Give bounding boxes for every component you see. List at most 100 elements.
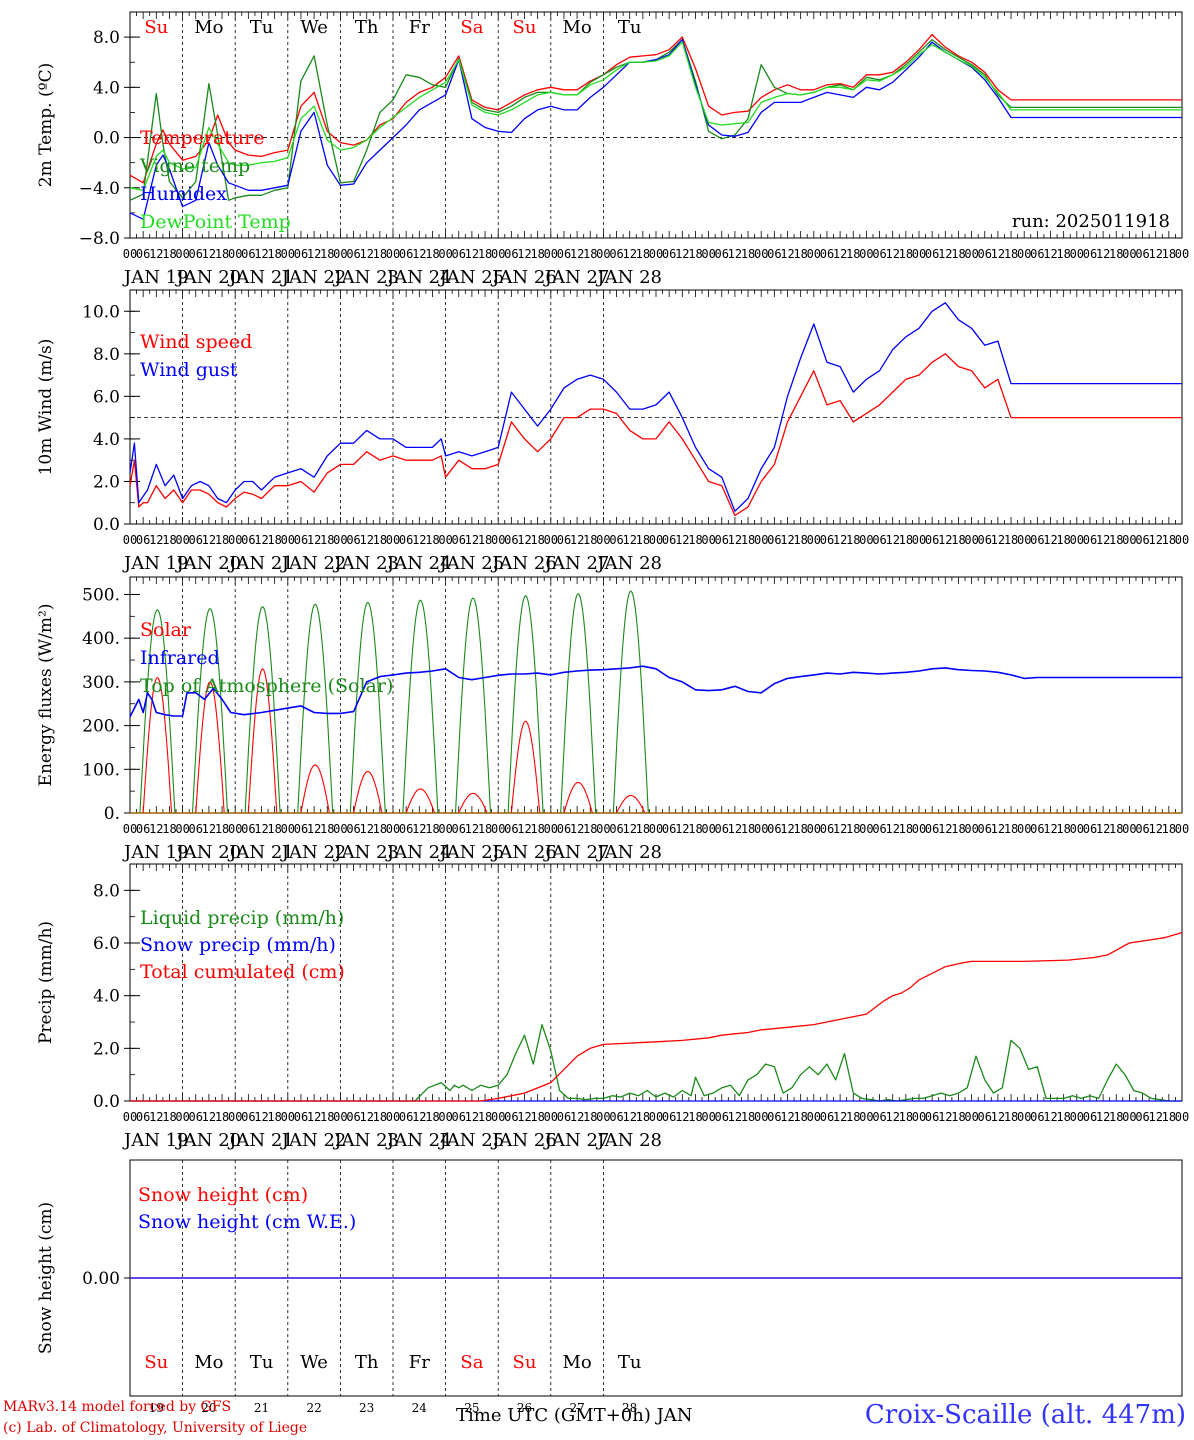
hour-label: 06 — [609, 533, 623, 547]
hour-label: 12 — [1148, 533, 1162, 547]
hour-label: 12 — [202, 1110, 216, 1124]
lab-credit: (c) Lab. of Climatology, University of L… — [3, 1420, 308, 1436]
date-label: JAN 21 — [227, 553, 294, 574]
hour-label: 00 — [333, 533, 347, 547]
hour-label: 06 — [767, 1110, 781, 1124]
date-label: JAN 27 — [543, 842, 610, 863]
hour-label: 06 — [1083, 822, 1097, 836]
hour-label: 06 — [715, 822, 729, 836]
hour-label: 12 — [254, 247, 268, 261]
day-abbrev: Tu — [250, 1352, 274, 1373]
day-abbrev: Su — [513, 1352, 537, 1373]
y-tick-label: 400. — [82, 629, 120, 649]
legend-entry: Temperature — [140, 127, 264, 149]
hour-label: 06 — [1135, 533, 1149, 547]
legend-entry: Top of Atmosphere (Solar) — [140, 675, 393, 697]
y-tick-label: 0.0 — [93, 129, 120, 149]
hour-label: 18 — [215, 247, 229, 261]
hour-label: 18 — [530, 822, 544, 836]
hour-label: 18 — [899, 1110, 913, 1124]
hour-label: 12 — [254, 822, 268, 836]
hour-label: 00 — [1070, 1110, 1084, 1124]
hour-label: 06 — [978, 247, 992, 261]
hour-label: 12 — [202, 822, 216, 836]
hour-label: 12 — [570, 1110, 584, 1124]
hour-label: 00 — [175, 247, 189, 261]
date-label: JAN 21 — [227, 1130, 294, 1151]
date-label: JAN 24 — [385, 267, 452, 288]
hour-label: 06 — [294, 1110, 308, 1124]
date-label: JAN 22 — [280, 267, 347, 288]
hour-label: 06 — [346, 533, 360, 547]
date-label: JAN 19 — [122, 1130, 189, 1151]
model-credit: MARv3.14 model forced by GFS — [3, 1399, 232, 1415]
hour-label: 12 — [1043, 822, 1057, 836]
hour-label: 00 — [438, 822, 452, 836]
date-label: JAN 19 — [122, 553, 189, 574]
hour-label: 06 — [978, 1110, 992, 1124]
y-axis-label: Snow height (cm) — [36, 1202, 56, 1354]
hour-label: 18 — [215, 533, 229, 547]
hour-label: 18 — [741, 1110, 755, 1124]
hour-label: 12 — [938, 247, 952, 261]
hour-label: 12 — [885, 533, 899, 547]
hour-label: 00 — [491, 1110, 505, 1124]
y-tick-label: 6.0 — [93, 387, 120, 407]
hour-label: 18 — [267, 533, 281, 547]
y-tick-label: 100. — [82, 760, 120, 780]
hour-label: 00 — [1175, 533, 1189, 547]
date-label: JAN 22 — [280, 1130, 347, 1151]
hour-label: 12 — [412, 1110, 426, 1124]
hour-label: 18 — [1004, 822, 1018, 836]
hour-label: 00 — [754, 533, 768, 547]
hour-label: 06 — [1135, 822, 1149, 836]
hour-label: 12 — [991, 533, 1005, 547]
y-tick-label: 4.0 — [93, 78, 120, 98]
hour-label: 00 — [701, 1110, 715, 1124]
date-label: JAN 19 — [122, 267, 189, 288]
hour-label: 06 — [662, 247, 676, 261]
hour-label: 06 — [820, 533, 834, 547]
date-label: JAN 25 — [438, 553, 505, 574]
hour-label: 00 — [596, 1110, 610, 1124]
day-abbrev: Fr — [409, 17, 430, 38]
hour-label: 12 — [202, 533, 216, 547]
hour-label: 00 — [754, 1110, 768, 1124]
hour-label: 18 — [636, 533, 650, 547]
hour-label: 06 — [557, 822, 571, 836]
hour-label: 00 — [964, 1110, 978, 1124]
hour-label: 06 — [346, 247, 360, 261]
hour-label: 12 — [517, 247, 531, 261]
hour-label: 12 — [307, 247, 321, 261]
hour-label: 18 — [1109, 533, 1123, 547]
hour-label: 18 — [320, 533, 334, 547]
hour-label: 00 — [544, 533, 558, 547]
hour-label: 18 — [425, 247, 439, 261]
y-axis-label: Energy fluxes (W/m²) — [36, 604, 56, 787]
day-number: 25 — [464, 1401, 479, 1415]
hour-label: 12 — [1148, 247, 1162, 261]
hour-label: 00 — [754, 247, 768, 261]
hour-label: 18 — [793, 822, 807, 836]
hour-label: 00 — [807, 247, 821, 261]
hour-label: 18 — [951, 1110, 965, 1124]
date-label: JAN 27 — [543, 267, 610, 288]
hour-label: 18 — [688, 533, 702, 547]
hour-label: 12 — [149, 533, 163, 547]
hour-label: 12 — [833, 1110, 847, 1124]
hour-label: 06 — [1083, 533, 1097, 547]
legend-entry: Wind gust — [140, 359, 238, 381]
hour-label: 06 — [241, 1110, 255, 1124]
y-tick-label: 8.0 — [93, 881, 120, 901]
hour-label: 06 — [767, 822, 781, 836]
hour-label: 06 — [504, 247, 518, 261]
hour-label: 06 — [767, 247, 781, 261]
hour-label: 00 — [1017, 822, 1031, 836]
hour-label: 06 — [136, 247, 150, 261]
date-label: JAN 28 — [595, 553, 662, 574]
panel-2 — [124, 289, 1183, 525]
hour-label: 18 — [846, 1110, 860, 1124]
legend-entry: Snow height (cm W.E.) — [138, 1211, 356, 1233]
hour-label: 18 — [899, 822, 913, 836]
